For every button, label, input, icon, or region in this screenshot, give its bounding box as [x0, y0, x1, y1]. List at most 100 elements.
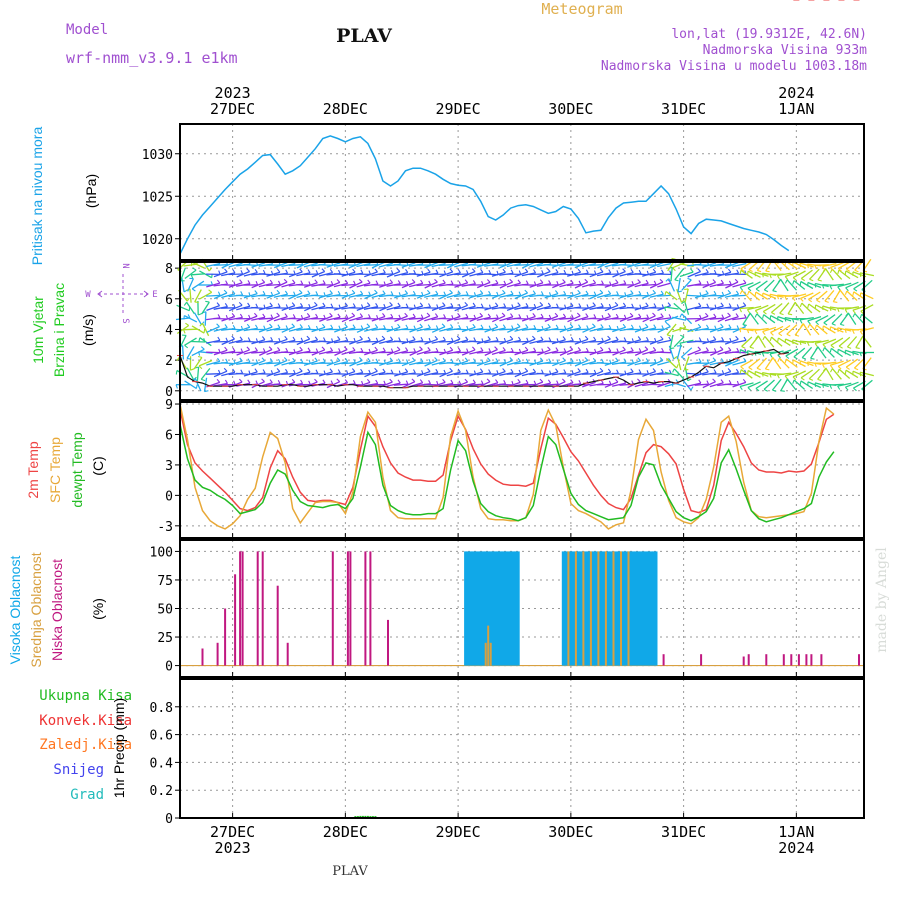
wind-barb	[771, 378, 782, 391]
wind-barb	[183, 263, 198, 267]
wind-barb-flag	[800, 323, 804, 328]
wind-barb	[363, 306, 378, 310]
wind-barb-flag	[765, 368, 770, 371]
wind-barb	[860, 327, 874, 332]
wind-barb-flag	[822, 266, 826, 271]
wind-barb-flag	[434, 313, 439, 318]
wind-barb	[792, 339, 807, 345]
wind-barb-flag	[231, 313, 236, 317]
wind-barb	[326, 262, 341, 268]
wind-barb	[559, 282, 574, 288]
wind-barb-flag	[814, 382, 817, 387]
wind-barb-flag	[322, 302, 326, 307]
wind-barb	[824, 268, 834, 281]
wind-barb-flag	[547, 346, 551, 351]
wind-barb-flag	[405, 347, 409, 352]
wind-barb	[371, 362, 386, 365]
wind-barb	[221, 272, 236, 277]
mid-cloud-ylabel: Srednja Oblacnost	[28, 552, 44, 667]
wind-barb-flag	[638, 369, 642, 374]
wind-barb-flag	[510, 347, 514, 352]
high-cloud-bar	[634, 551, 638, 666]
wind-barb-flag	[182, 329, 186, 334]
wind-barb	[311, 270, 325, 278]
mid-cloud-bar	[620, 551, 622, 666]
top-date-label: 30DEC	[548, 100, 593, 118]
wind-barb-flag	[785, 355, 790, 359]
wind-barb	[799, 360, 814, 367]
wind-barb-flag	[660, 368, 664, 373]
wind-barb-flag	[748, 367, 753, 371]
wind-barb-flag	[792, 302, 796, 307]
wind-barb	[213, 382, 228, 387]
wind-barb-flag	[344, 279, 349, 284]
high-cloud-bar	[624, 551, 628, 666]
wind-barb-flag	[526, 337, 529, 342]
wind-barb-flag	[284, 313, 288, 318]
wind-barb	[581, 360, 596, 366]
wind-barb-flag	[622, 323, 627, 328]
wind-barb-flag	[442, 336, 446, 341]
wind-barb	[228, 316, 243, 321]
wind-barb-flag	[600, 379, 604, 384]
wind-barb-flag	[246, 323, 251, 328]
wind-barb	[657, 282, 671, 288]
wind-barb	[589, 317, 604, 320]
wind-barb	[642, 271, 656, 277]
wind-barb	[318, 371, 333, 377]
wind-barb-flag	[204, 390, 209, 393]
wind-barb-flag	[232, 324, 236, 329]
wind-barb	[777, 372, 792, 376]
wind-barb-flag	[776, 275, 780, 280]
wind-barb-flag	[203, 329, 206, 334]
low-cloud-bar	[387, 619, 389, 666]
wind-barb-flag	[225, 358, 228, 363]
wind-barb	[801, 346, 813, 359]
wind-barb	[469, 350, 484, 355]
wind-barb-flag	[450, 358, 454, 363]
wind-barb-flag	[457, 269, 461, 274]
wind-barb-flag	[412, 313, 416, 318]
wind-barb-flag	[428, 358, 432, 364]
wind-barb-flag	[623, 358, 627, 363]
wind-barb-flag	[585, 313, 589, 318]
wind-barb	[491, 283, 506, 287]
wind-barb	[221, 261, 235, 269]
wind-barb-flag	[739, 369, 742, 374]
wind-barb	[506, 282, 521, 288]
wind-barb-flag	[329, 312, 333, 317]
wind-barb-flag	[743, 314, 747, 319]
wind-barb-flag	[541, 348, 544, 353]
wind-barb-flag	[419, 323, 423, 328]
wind-barb-flag	[183, 301, 188, 306]
wind-barb	[559, 317, 574, 320]
wind-barb-flag	[367, 336, 371, 341]
wind-barb-flag	[714, 325, 717, 330]
wind-barb-flag	[450, 303, 454, 307]
wind-barb	[709, 282, 724, 288]
mid-cloud-bar	[589, 551, 592, 666]
wind-barb-flag	[742, 324, 747, 326]
wind-barb	[273, 261, 288, 269]
wind-barb	[259, 348, 273, 356]
wind-barb	[619, 271, 634, 277]
wind-barb-flag	[584, 335, 589, 340]
wind-barb	[243, 271, 258, 277]
wind-barb	[514, 340, 529, 343]
wind-barb-flag	[746, 329, 750, 334]
wind-barb	[611, 382, 626, 387]
y-tick-label: 4	[165, 323, 173, 338]
wind-barb-flag	[637, 357, 641, 362]
wind-barb	[732, 317, 747, 321]
wind-barb	[777, 272, 792, 277]
wind-barb-flag	[836, 307, 840, 313]
wind-barb-flag	[225, 280, 228, 285]
wind-barb-flag	[770, 357, 774, 362]
wind-barb	[311, 294, 326, 297]
wind-barb	[213, 306, 228, 310]
wind-barb-flag	[837, 286, 841, 291]
wind-barb-flag	[351, 289, 356, 294]
high-cloud-ylabel: Visoka Oblacnost	[7, 556, 23, 665]
wind-barb	[845, 281, 859, 289]
wind-barb-flag	[428, 337, 432, 343]
